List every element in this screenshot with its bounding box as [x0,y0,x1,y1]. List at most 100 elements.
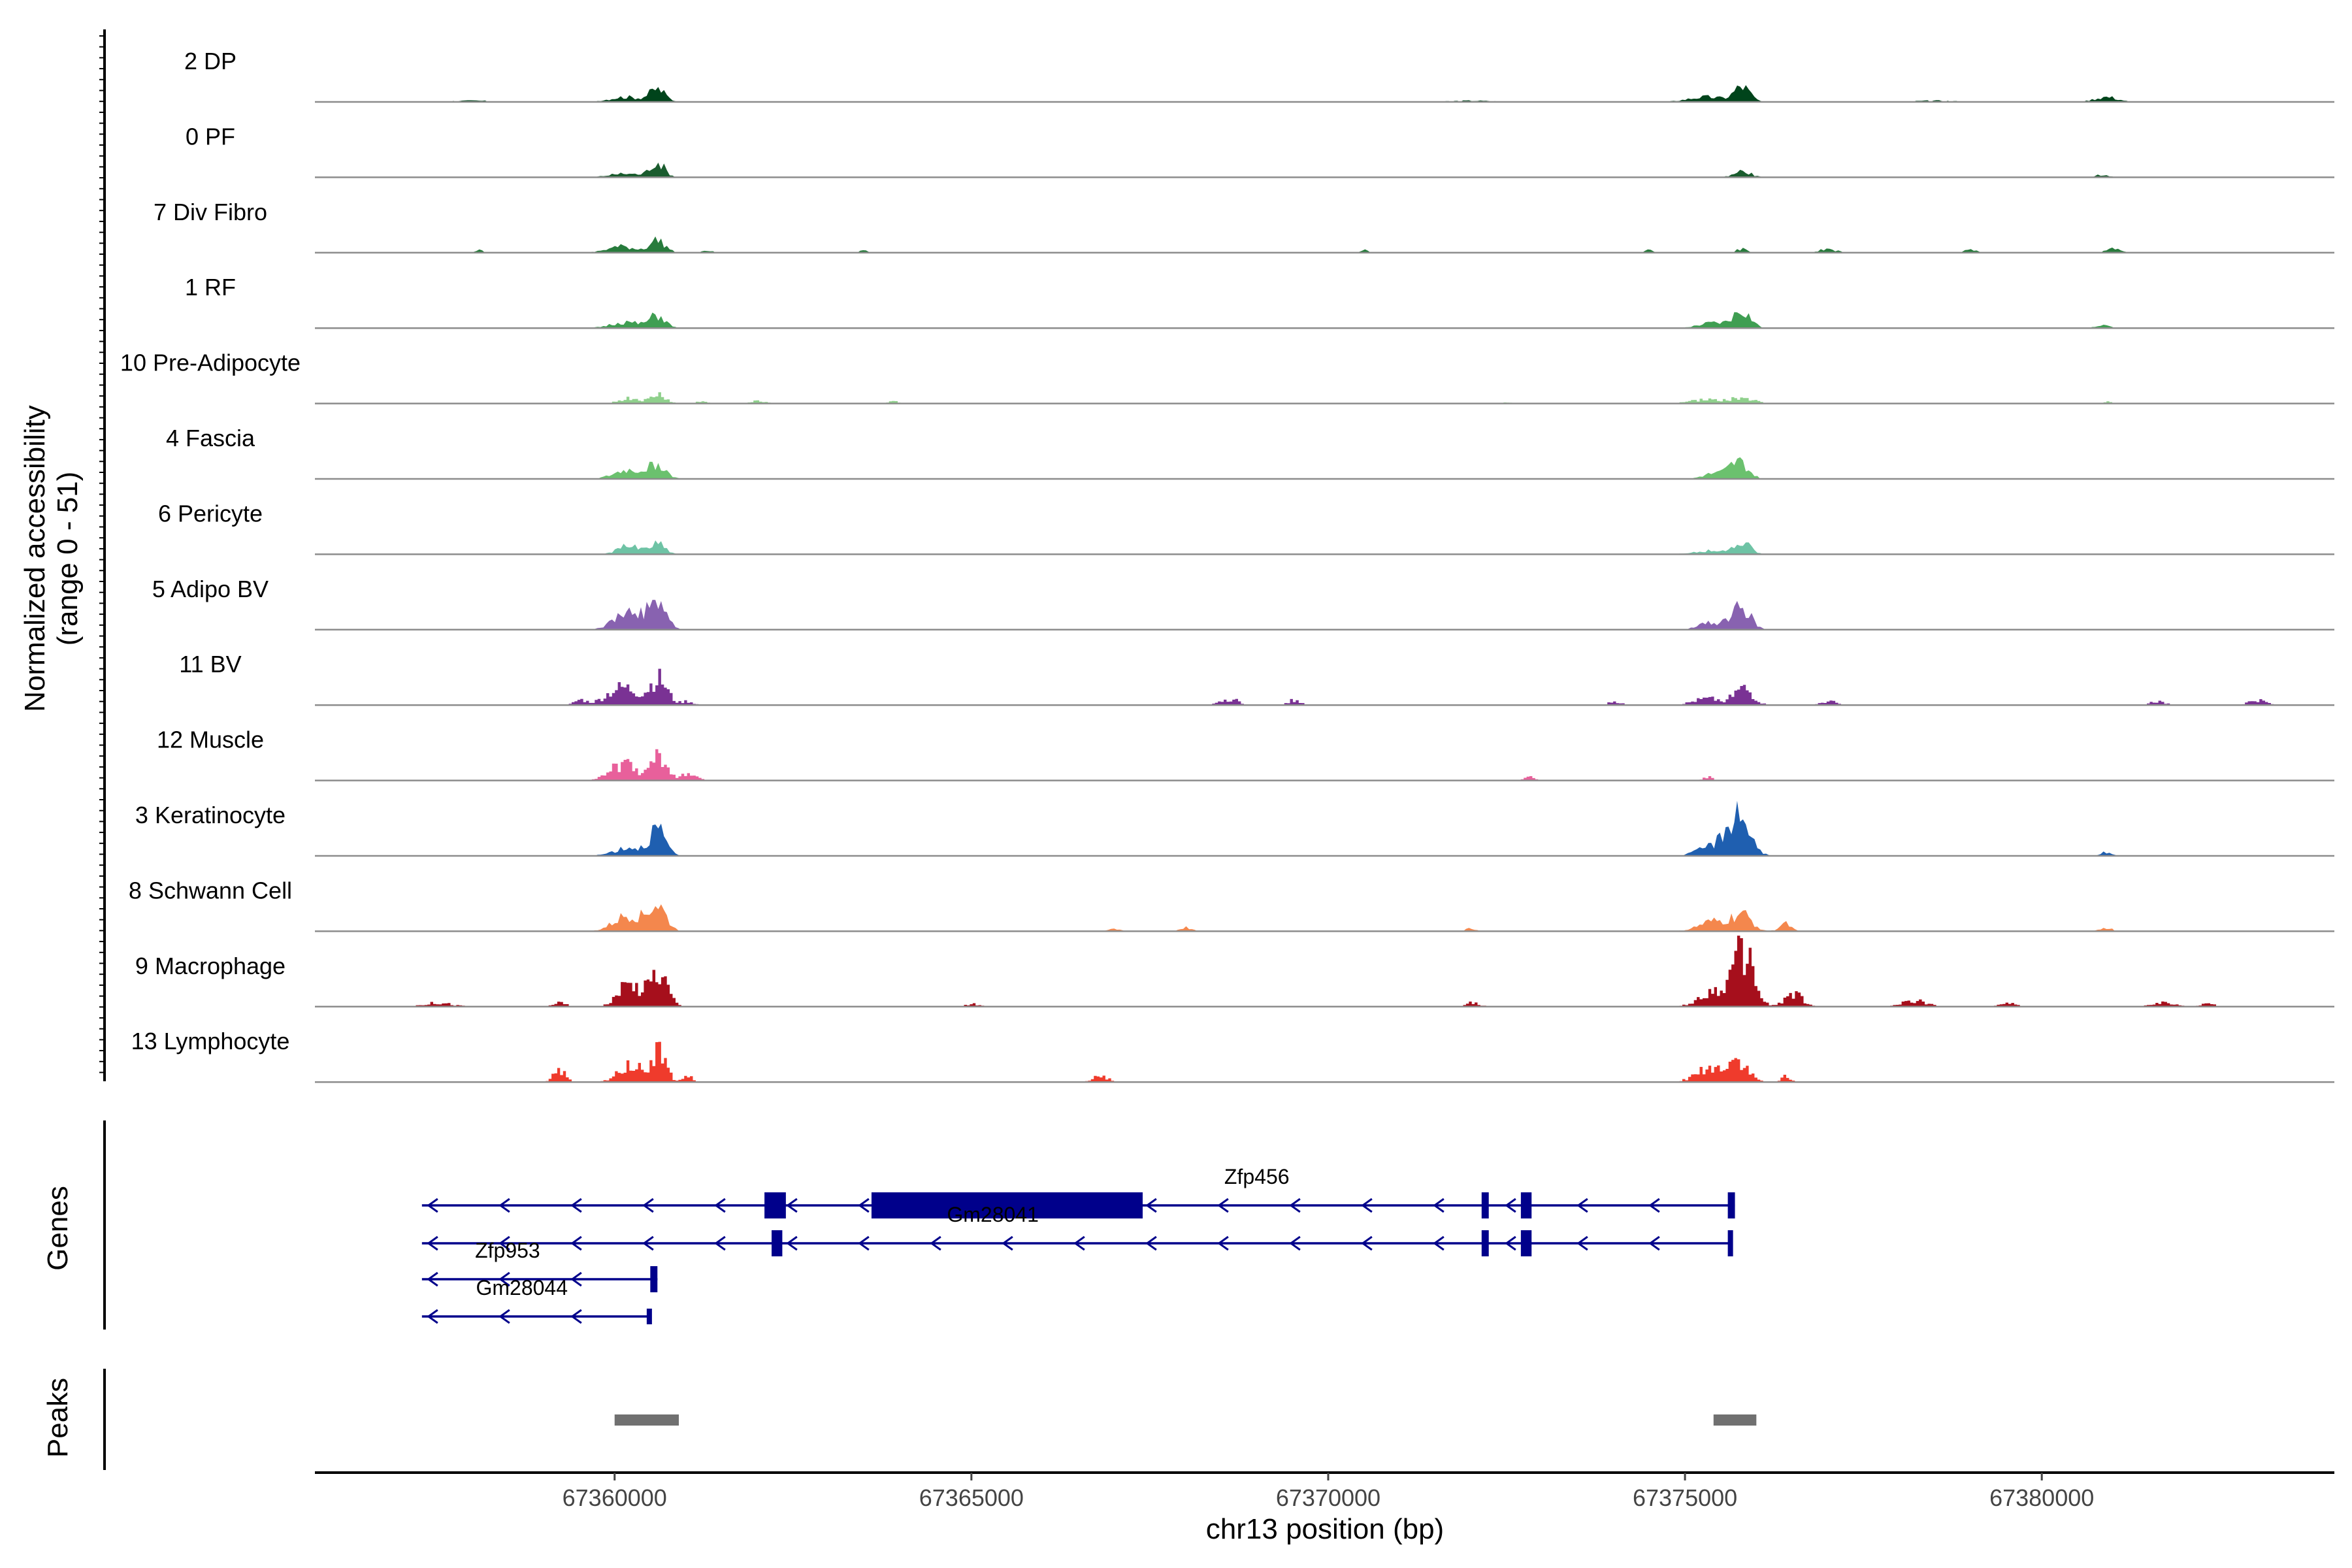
track-label: 1 RF [185,274,236,301]
track-label: 5 Adipo BV [152,576,269,602]
strand-arrow [1505,1198,1516,1213]
strand-arrow [1576,1198,1588,1213]
strand-arrow [1002,1235,1013,1251]
strand-arrow [1073,1235,1085,1251]
strand-arrow [570,1235,582,1251]
track-label: 8 Schwann Cell [129,877,292,904]
strand-arrow [427,1235,438,1251]
strand-arrow [858,1235,870,1251]
gene-exon [1481,1230,1489,1256]
gene-zfp456: Zfp456 [421,1165,1735,1218]
strand-arrow [570,1198,582,1213]
track-2: 0 PF [186,123,2334,178]
peak-region-bar [614,1414,679,1426]
coverage-tracks: 2 DP 0 PF 7 Div Fibro 1 RF 10 Pre-Adipocyte 4… [120,48,2334,1083]
strand-arrow [1576,1235,1588,1251]
y-axis-subtitle: (range 0 - 51) [52,472,84,646]
gene-label: Gm28041 [947,1203,1039,1226]
gene-exon [1520,1230,1532,1256]
gene-label: Zfp456 [1224,1165,1290,1188]
track-label: 12 Muscle [157,727,264,753]
track-14: 13 Lymphocyte [131,1028,2334,1083]
strand-arrow [427,1309,438,1324]
strand-arrow [498,1235,510,1251]
track-5: 10 Pre-Adipocyte [120,350,2334,404]
strand-arrow [642,1235,654,1251]
x-tick-label: 67360000 [563,1484,667,1511]
track-label: 3 Keratinocyte [135,802,286,828]
strand-arrow [427,1198,438,1213]
strand-arrow [1361,1235,1373,1251]
track-1: 2 DP [184,48,2334,103]
gene-zfp953: Zfp953 [421,1239,658,1292]
gene-exon [1727,1230,1733,1256]
track-label: 10 Pre-Adipocyte [120,350,301,376]
gene-exon [1727,1192,1735,1218]
strand-arrow [1433,1198,1445,1213]
strand-arrow [786,1198,798,1213]
strand-arrow [1505,1235,1516,1251]
strand-arrow [1289,1198,1301,1213]
gene-exon [764,1192,786,1218]
gene-gm28044: Gm28044 [421,1276,652,1324]
track-label: 6 Pericyte [158,500,263,527]
strand-arrow [1648,1235,1660,1251]
track-4: 1 RF [185,274,2334,329]
strand-arrow [427,1271,438,1287]
strand-arrow [570,1271,582,1287]
gene-gm28041: Gm28041 [421,1203,1733,1256]
strand-arrow [1217,1198,1229,1213]
strand-arrow [642,1198,654,1213]
track-label: 0 PF [186,123,235,150]
track-13: 9 Macrophage [135,936,2334,1008]
track-8: 5 Adipo BV [152,576,2334,631]
strand-arrow [930,1235,941,1251]
gene-exon [871,1192,1143,1218]
gene-label: Gm28044 [476,1276,568,1299]
strand-arrow [1361,1198,1373,1213]
strand-arrow [786,1235,798,1251]
track-9: 11 BV [179,651,2334,706]
track-label: 9 Macrophage [135,953,286,979]
gene-label: Zfp953 [475,1239,540,1262]
strand-arrow [1217,1235,1229,1251]
track-7: 6 Pericyte [158,500,2334,555]
track-11: 3 Keratinocyte [135,800,2334,857]
strand-arrow [498,1271,510,1287]
track-label: 11 BV [179,651,241,678]
strand-arrow [1433,1235,1445,1251]
gene-annotations: Zfp456 Gm28041 Zfp953 Gm28044 [421,1165,1735,1324]
strand-arrow [1648,1198,1660,1213]
x-tick-label: 67380000 [1989,1484,2094,1511]
gene-exon [646,1309,652,1324]
genes-panel-label: Genes [42,1186,74,1271]
track-6: 4 Fascia [166,425,2334,480]
x-tick-label: 67375000 [1633,1484,1737,1511]
track-3: 7 Div Fibro [154,199,2334,254]
strand-arrow [1289,1235,1301,1251]
strand-arrow [1145,1198,1157,1213]
x-axis-title: chr13 position (bp) [1206,1513,1444,1545]
x-tick-label: 67365000 [919,1484,1024,1511]
track-label: 7 Div Fibro [154,199,267,225]
gene-exon [1481,1192,1489,1218]
axes: 67360000 67365000 67370000 67375000 67380000 [99,29,2334,1511]
track-label: 2 DP [184,48,237,74]
strand-arrow [498,1309,510,1324]
gene-exon [772,1230,783,1256]
gene-exon [1520,1192,1532,1218]
gene-exon [650,1266,658,1292]
track-label: 4 Fascia [166,425,255,451]
peaks-panel-label: Peaks [42,1378,74,1458]
strand-arrow [498,1198,510,1213]
strand-arrow [714,1198,726,1213]
strand-arrow [858,1198,870,1213]
y-axis-title: Normalized accessibility [19,405,51,711]
track-label: 13 Lymphocyte [131,1028,290,1054]
peak-region-bar [1713,1414,1757,1426]
strand-arrow [570,1309,582,1324]
x-tick-label: 67370000 [1276,1484,1380,1511]
strand-arrow [1145,1235,1157,1251]
